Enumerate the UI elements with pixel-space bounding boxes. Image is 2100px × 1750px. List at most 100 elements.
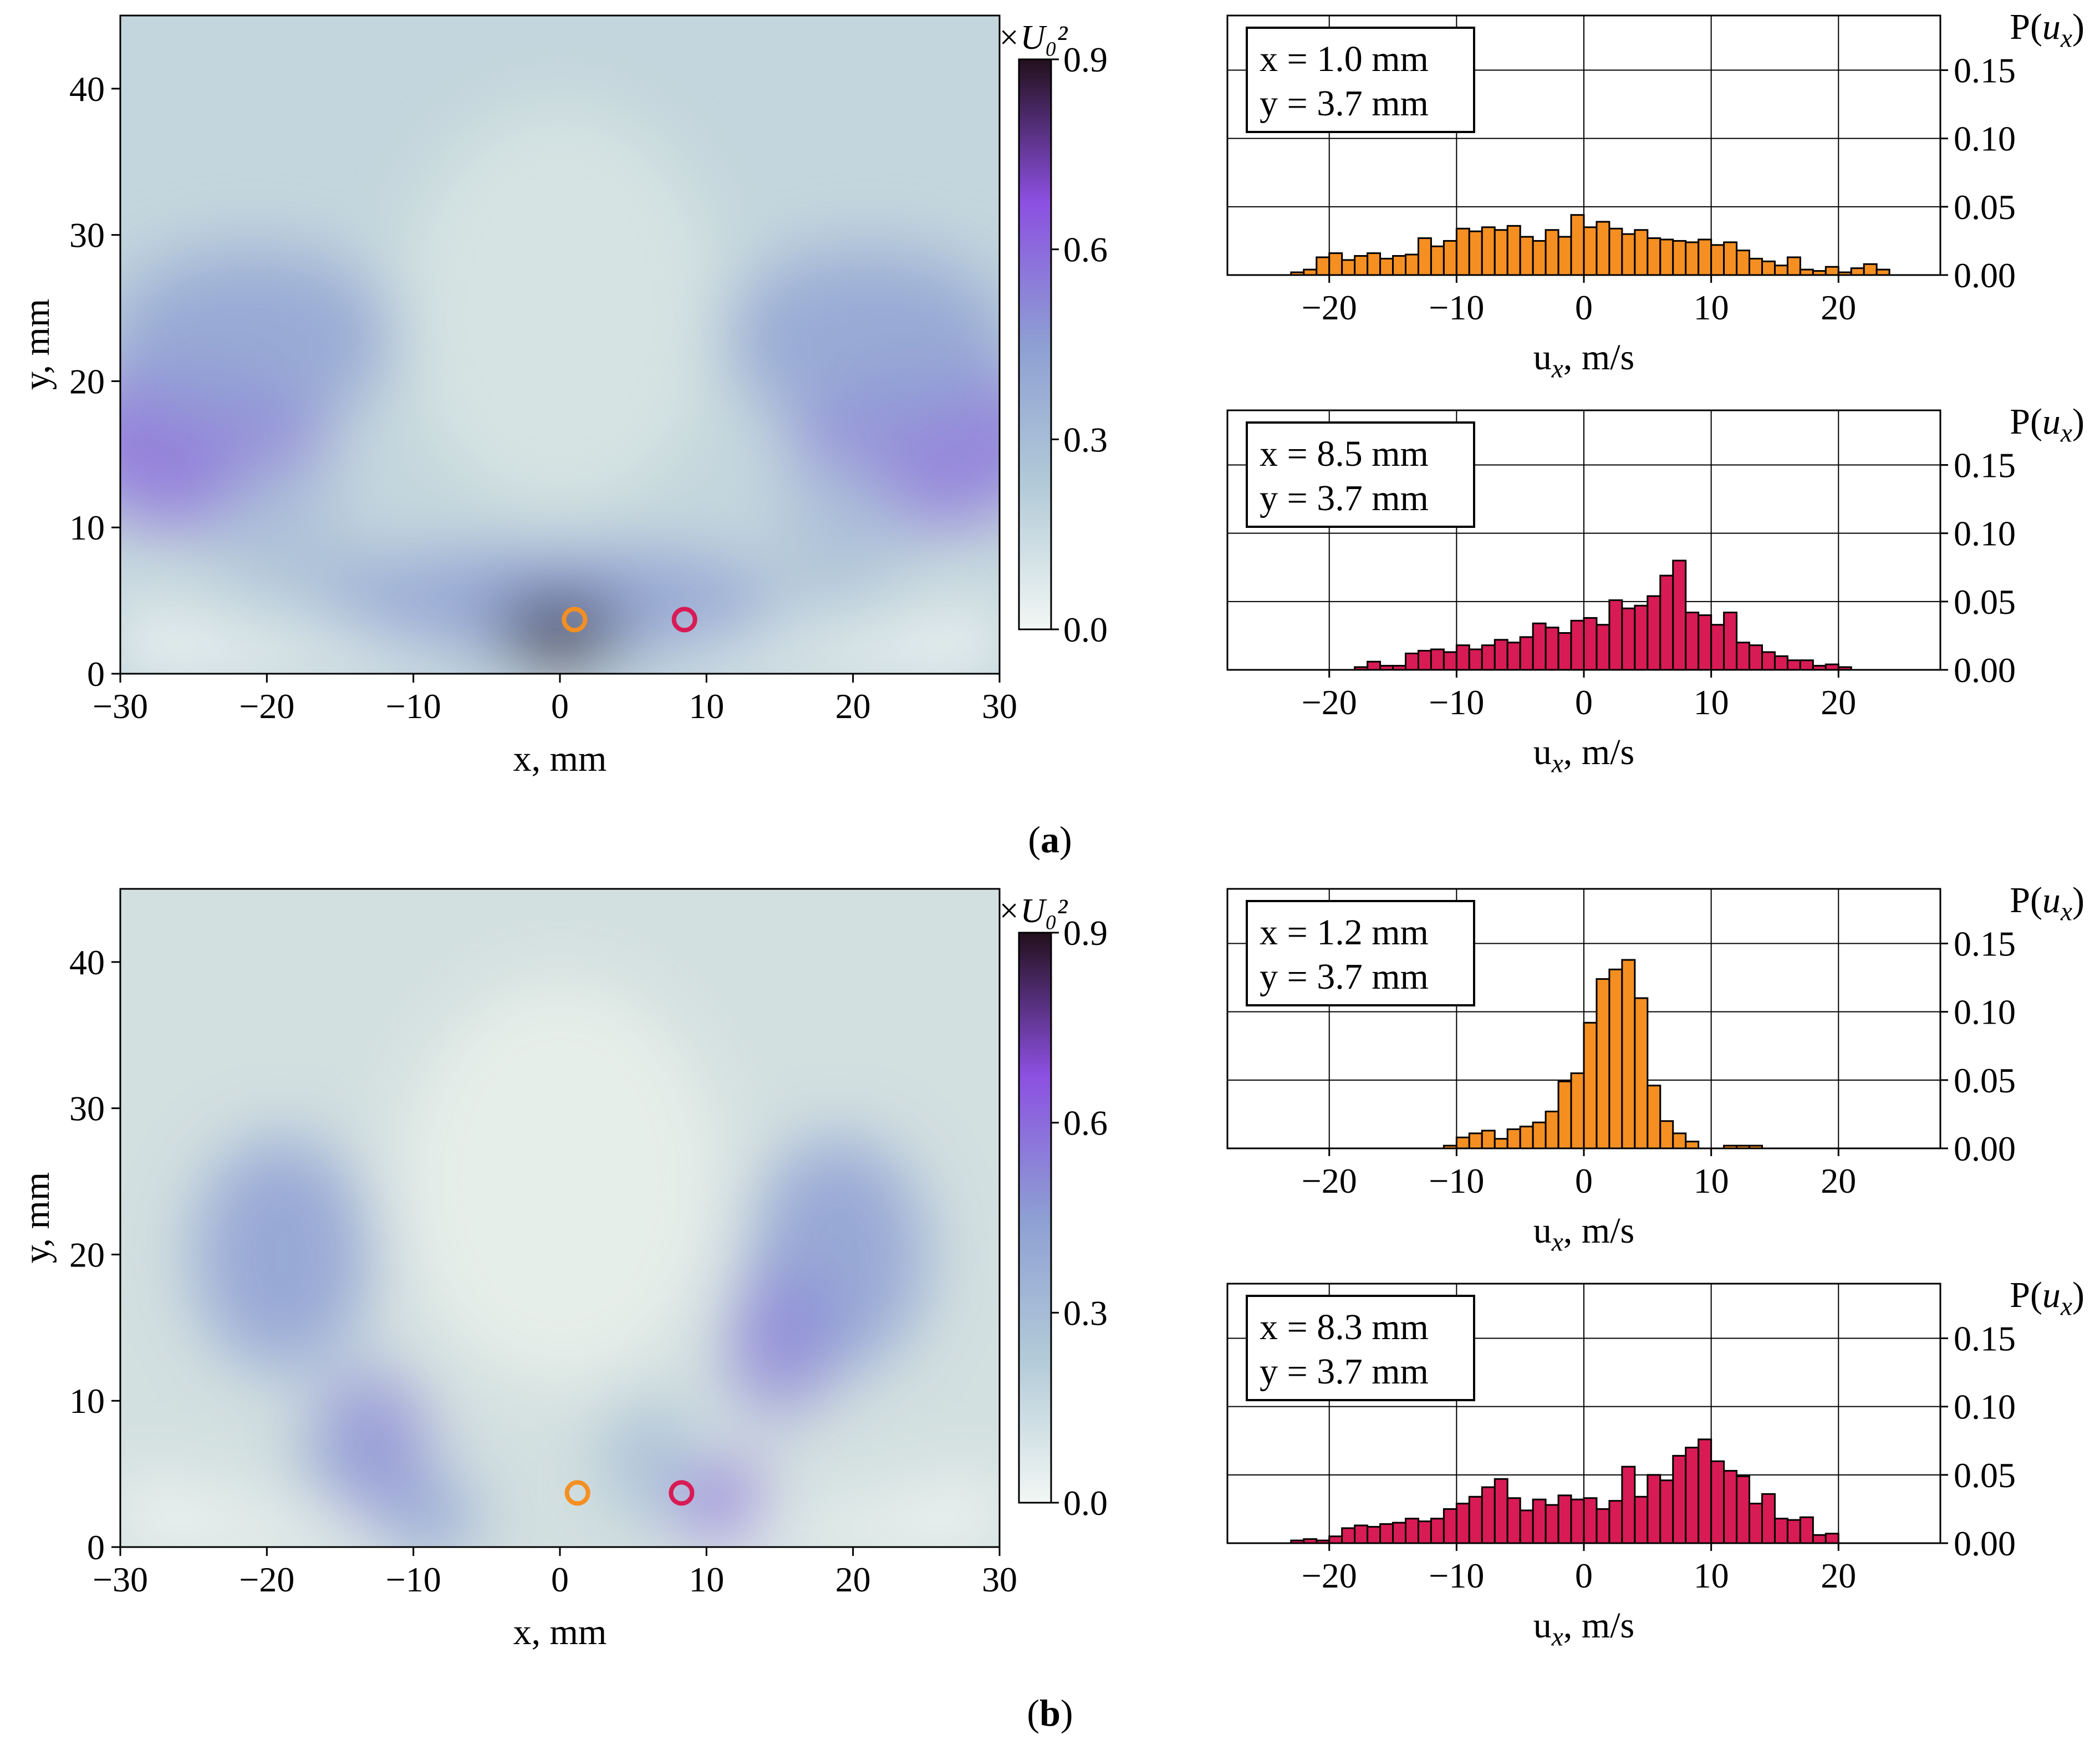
y-tick-label: 0.15 [1954, 1319, 2016, 1359]
histogram-bar [1710, 624, 1725, 671]
histogram-bar [1417, 650, 1432, 671]
histogram-bar [1570, 1498, 1585, 1544]
probe-y-label: y = 3.7 mm [1260, 1351, 1429, 1392]
heatmap-b-markers [564, 1480, 695, 1506]
y-tick-label: 10 [69, 508, 105, 547]
histogram-bar [1583, 1497, 1598, 1544]
heatmap-a-ticks: −30 −20 −10 0 10 20 30 0 10 20 30 40 [69, 69, 1017, 726]
histogram-bar [1596, 221, 1610, 276]
probe-marker-crimson [671, 607, 697, 633]
y-tick-label: 0.10 [1954, 1387, 2016, 1427]
probe-x-label: x = 1.2 mm [1260, 912, 1429, 953]
histogram-bar [1455, 1503, 1470, 1544]
histogram-bars [1290, 1438, 1839, 1544]
histogram-bar [1634, 229, 1649, 276]
colorbar-tick-label: 0.3 [1063, 420, 1108, 459]
colorbar-a: ×U₀² 0.0 0.3 0.6 0.9 [997, 19, 1108, 649]
histogram-bar [1685, 612, 1700, 671]
histogram-bar [1532, 1498, 1547, 1544]
y-tick-label: 40 [69, 69, 105, 109]
histogram-bar [1354, 1524, 1369, 1544]
y-tick-label: 0.00 [1954, 1129, 2016, 1168]
y-tick-label: 0 [87, 1528, 105, 1567]
histogram-bar [1506, 1128, 1521, 1149]
probe-location-box: x = 1.0 mmy = 3.7 mm [1246, 27, 1475, 133]
histogram-bar [1455, 227, 1470, 276]
y-tick-label: 0.10 [1954, 993, 2016, 1032]
heatmap-b-blobs [120, 976, 1000, 1547]
histogram-bar [1557, 1080, 1572, 1149]
histogram-bar [1455, 644, 1470, 671]
histogram-ylabel: P(ux) [2010, 1275, 2084, 1321]
histogram-bar [1761, 260, 1776, 276]
x-tick-label: 0 [1575, 1161, 1593, 1200]
histogram-bar [1799, 659, 1814, 671]
histogram-bar [1506, 225, 1521, 276]
histogram-xlabel: ux, m/s [1533, 732, 1634, 779]
heatmap-hotspot [721, 250, 1000, 425]
x-tick-label: −20 [1302, 1161, 1357, 1200]
heatmap-hotspot [677, 1466, 766, 1540]
histogram-bar [1672, 559, 1687, 671]
histogram-bar [1824, 1533, 1839, 1544]
colorbar-b-ticks: 0.0 0.3 0.6 0.9 [1051, 913, 1108, 1523]
x-tick-label: −20 [1302, 288, 1357, 327]
histogram-bar [1608, 968, 1623, 1149]
colorbar-tick-label: 0.3 [1063, 1293, 1108, 1332]
histogram-bar [1519, 1509, 1534, 1544]
histogram-bar [1685, 241, 1700, 276]
histogram-xlabel: ux, m/s [1533, 337, 1634, 384]
histogram-bars [1290, 214, 1890, 276]
heatmap-a-markers [562, 607, 697, 633]
colorbar-tick-label: 0.6 [1063, 230, 1108, 269]
heatmap-low-region [648, 1474, 1000, 1547]
histogram-bar [1519, 236, 1534, 276]
y-tick-label: 0.15 [1954, 446, 2016, 485]
histogram-bar [1519, 636, 1534, 671]
x-tick-label: 20 [835, 1560, 871, 1599]
heatmap-b-ticks: −30 −20 −10 0 10 20 30 0 10 20 30 40 [69, 943, 1017, 1599]
histogram-bar [1367, 1525, 1382, 1544]
x-tick-label: −10 [1429, 288, 1484, 327]
y-tick-label: 0.10 [1954, 119, 2016, 159]
histogram-bar [1698, 1438, 1712, 1544]
histogram-bar [1773, 264, 1788, 276]
histogram-bar [1405, 652, 1419, 671]
heatmap-low-region [120, 1474, 472, 1547]
probe-location-box: x = 8.5 mmy = 3.7 mm [1246, 421, 1475, 528]
x-tick-label: −10 [1429, 683, 1484, 722]
histogram-bar [1608, 227, 1623, 276]
histogram-bar [1494, 1138, 1508, 1149]
histogram-bar [1736, 250, 1751, 276]
histogram-bar [1417, 1520, 1432, 1544]
x-tick-label: 20 [1821, 288, 1856, 327]
histogram-bar [1723, 1469, 1738, 1544]
colorbar-b: ×U₀² 0.0 0.3 0.6 0.9 [997, 892, 1108, 1523]
y-tick-label: 0.00 [1954, 1524, 2016, 1563]
y-tick-label: 0.10 [1954, 514, 2016, 553]
heatmap-a-blobs [120, 103, 1000, 674]
histogram-bar [1367, 660, 1382, 671]
histogram-bar [1583, 226, 1598, 276]
x-tick-label: 0 [1575, 683, 1593, 722]
histogram-bar [1659, 1120, 1674, 1149]
histogram-bar [1608, 1500, 1623, 1544]
panel-b-label: (b) [1027, 1692, 1073, 1734]
y-tick-label: 20 [69, 1235, 105, 1274]
colorbar-a-title: ×U₀² [997, 19, 1068, 57]
histogram-bar [1532, 622, 1547, 671]
histogram-bar [1405, 1518, 1419, 1544]
histogram-bar [1672, 1132, 1687, 1149]
colorbar-tick-label: 0.0 [1063, 1483, 1108, 1523]
x-tick-label: −10 [1429, 1161, 1484, 1200]
colorbar-tick-label: 0.0 [1063, 610, 1108, 649]
heatmap-b-xlabel: x, mm [513, 1612, 607, 1652]
histogram-bar [1749, 1503, 1763, 1544]
histogram-bar [1634, 604, 1649, 671]
histogram-bar [1481, 1486, 1496, 1544]
probe-marker-orange [564, 1480, 590, 1506]
probe-location-frame [1246, 900, 1475, 1006]
histogram-bar [1392, 255, 1406, 276]
histogram-bar [1672, 240, 1687, 276]
